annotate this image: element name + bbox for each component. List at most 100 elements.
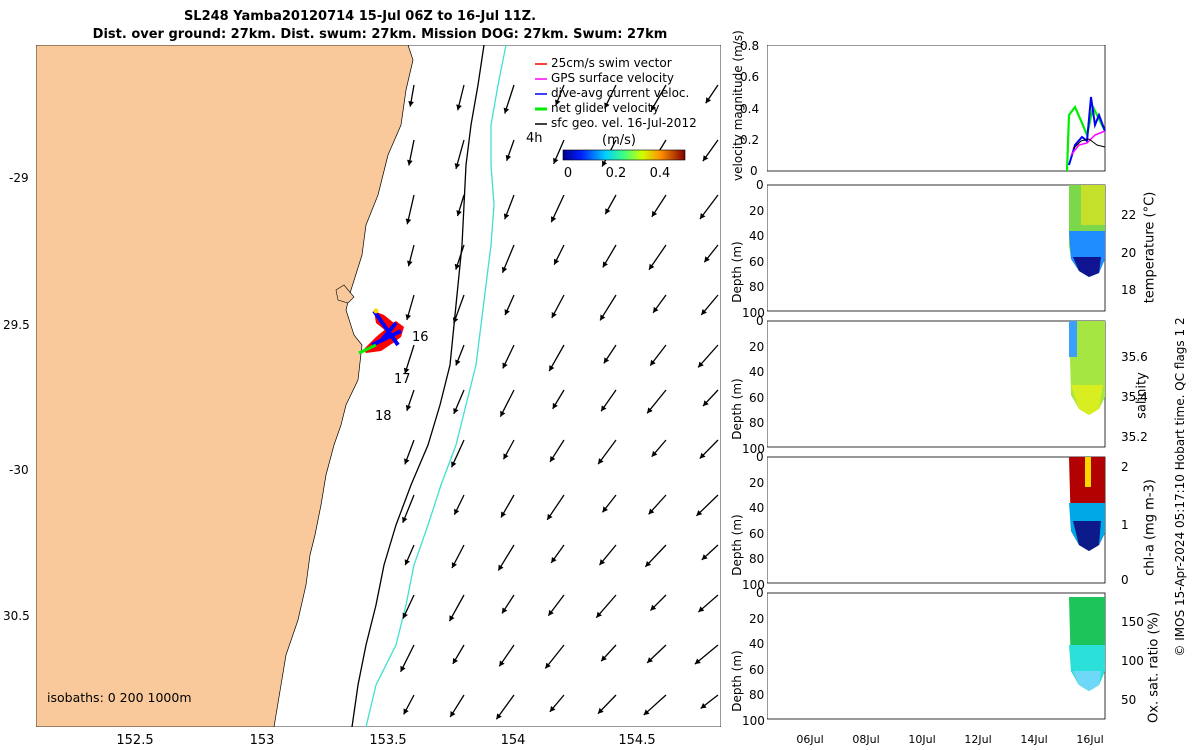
land-polygon [36,45,414,727]
depth-tick: 0 [756,178,764,192]
cbar-tick: 100 [1121,654,1144,668]
velocity-vector-head [702,155,709,162]
depth-ylabel: Depth (m) [730,241,744,303]
lat-label: -30 [9,463,29,477]
velocity-vector-head [404,458,410,465]
velocity-vector-head [649,263,655,270]
cbar-tick: 0 [1121,573,1129,587]
time-label-18: 18 [375,409,392,424]
velocity-vector-head [596,611,602,618]
velocity-vector-head [549,705,556,712]
velocity-vector-head [651,104,657,111]
velocity-vector-head [547,513,553,520]
velocity-vector-head [453,407,459,414]
velocity-vector-head [545,662,551,669]
velocity-vector-head [501,266,508,273]
glider-track [358,308,404,355]
cbar-tick: 35.2 [1121,430,1148,444]
velocity-vector-head [452,317,459,324]
lon-label: 154.5 [618,733,656,748]
cbar-tick: 50 [1121,693,1137,707]
map-legend: 25cm/s swim vector GPS surface velocity … [533,56,723,136]
cbar-tick: 20 [1121,246,1137,260]
cbar-tick: 18 [1121,283,1137,297]
isobath-1000 [365,45,507,727]
lon-label: 152.5 [116,733,154,748]
time-xtick: 12Jul [964,733,992,746]
salinity-label: salinity [1134,372,1150,419]
velocity-vector-head [451,562,457,569]
velocity-line-black [1072,138,1106,150]
colorbar-tick: 0.2 [606,166,627,181]
depth-tick: 0 [756,314,764,328]
colorbar-tick: 0 [564,166,572,181]
velocity-vector-head [456,210,462,217]
velocity-vector-head [605,208,611,215]
depth-tick: 80 [749,688,765,703]
velocity-vector-head [643,709,650,716]
velocity-vector-head [499,660,505,667]
vel-ytick: 0 [750,164,758,178]
velocity-vector-head [699,213,706,219]
velocity-vector-head [501,511,507,518]
chla-label: chl-a (mg m-3) [1142,479,1158,576]
velocity-vector-head [650,604,657,611]
time-xtick: 08Jul [852,733,880,746]
velocity-vector-head [602,506,608,513]
chla-panel-frame [767,456,1106,584]
velocity-vector-head [694,658,701,665]
depth-tick: 20 [749,339,765,354]
velocity-line-green [1065,103,1106,172]
depth-tick: 80 [749,280,765,295]
depth-tick: 0 [756,586,764,600]
velocity-vector-head [601,655,607,662]
lon-label: 153.5 [369,733,407,748]
velocity-vector-head [503,107,510,114]
velocity-vector-head [454,263,461,270]
time-xtick: 10Jul [908,733,936,746]
time-label-4h: 4h [526,131,543,146]
velocity-vector-head [551,556,557,563]
velocity-vector-head [405,218,412,225]
velocity-vector-head [603,357,610,364]
depth-ylabel: Depth (m) [730,378,744,440]
velocity-vector-head [402,516,408,523]
velocity-ylabel: velocity magnitude (m/s) [731,30,745,181]
velocity-vector-head [407,260,413,267]
chla-deep [1073,521,1101,551]
depth-tick: 40 [749,501,765,516]
dive-avg-current-vectors [371,309,402,347]
velocity-vector-head [551,311,557,318]
isobaths-label: isobaths: 0 200 1000m [47,690,192,705]
vel-ytick: 0.2 [740,133,760,147]
velocity-vector-head [549,365,555,372]
velocity-vector-head [600,314,606,321]
plot-title-line2: Dist. over ground: 27km. Dist. swum: 27k… [92,27,668,42]
oxygen-bottom [1073,671,1101,691]
depth-tick: 20 [749,611,765,626]
velocity-vector-head [553,258,560,265]
velocity-vector-head [553,157,559,164]
lon-label: 154 [500,733,526,748]
velocity-vector-head [452,657,458,664]
velocity-vector-head [653,306,659,313]
velocity-vector-head [403,708,409,715]
time-xtick: 16Jul [1076,733,1104,746]
lat-label: -29 [9,171,29,185]
oxygen-label: Ox. sat. ratio (%) [1146,612,1162,723]
vel-ytick: 0.8 [740,39,760,53]
vel-ytick: 0.6 [740,70,760,84]
time-label-17: 17 [394,372,411,387]
depth-tick: 40 [749,637,765,652]
velocity-vector-head [700,703,707,709]
colorbar-unit: (m/s) [602,133,636,148]
lon-label: 153 [249,733,275,748]
velocity-vector-head [405,314,412,320]
velocity-vector-head [402,612,408,619]
chla-streak [1085,457,1091,487]
velocity-vector-head [451,461,457,468]
salinity-deep [1071,385,1103,415]
depth-tick: 60 [749,662,765,677]
depth-tick: 100 [742,442,765,456]
velocity-vector-head [651,210,658,217]
